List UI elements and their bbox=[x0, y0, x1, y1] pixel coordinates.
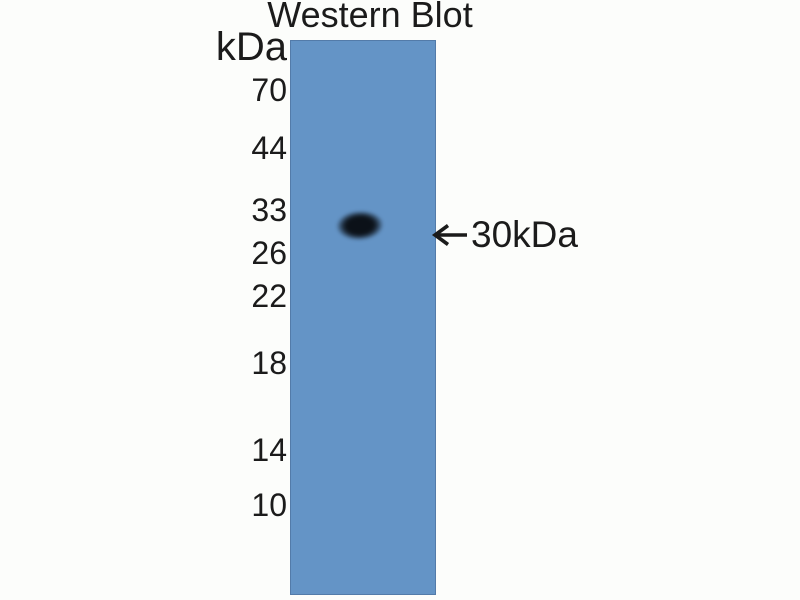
mw-marker-22: 22 bbox=[251, 278, 287, 314]
figure-title: Western Blot bbox=[267, 0, 473, 35]
mw-marker-26: 26 bbox=[251, 235, 287, 271]
left-arrow-icon bbox=[431, 224, 467, 246]
blot-lane bbox=[290, 40, 436, 595]
mw-marker-14: 14 bbox=[251, 432, 287, 468]
band-weight-label: 30kDa bbox=[471, 214, 578, 255]
kda-unit-label: kDa bbox=[215, 25, 287, 69]
mw-marker-70: 70 bbox=[251, 72, 287, 108]
protein-band bbox=[335, 209, 388, 245]
mw-marker-18: 18 bbox=[251, 345, 287, 381]
mw-marker-10: 10 bbox=[251, 487, 287, 523]
mw-marker-44: 44 bbox=[251, 130, 287, 166]
band-annotation: 30kDa bbox=[431, 214, 578, 256]
mw-marker-33: 33 bbox=[251, 192, 287, 228]
